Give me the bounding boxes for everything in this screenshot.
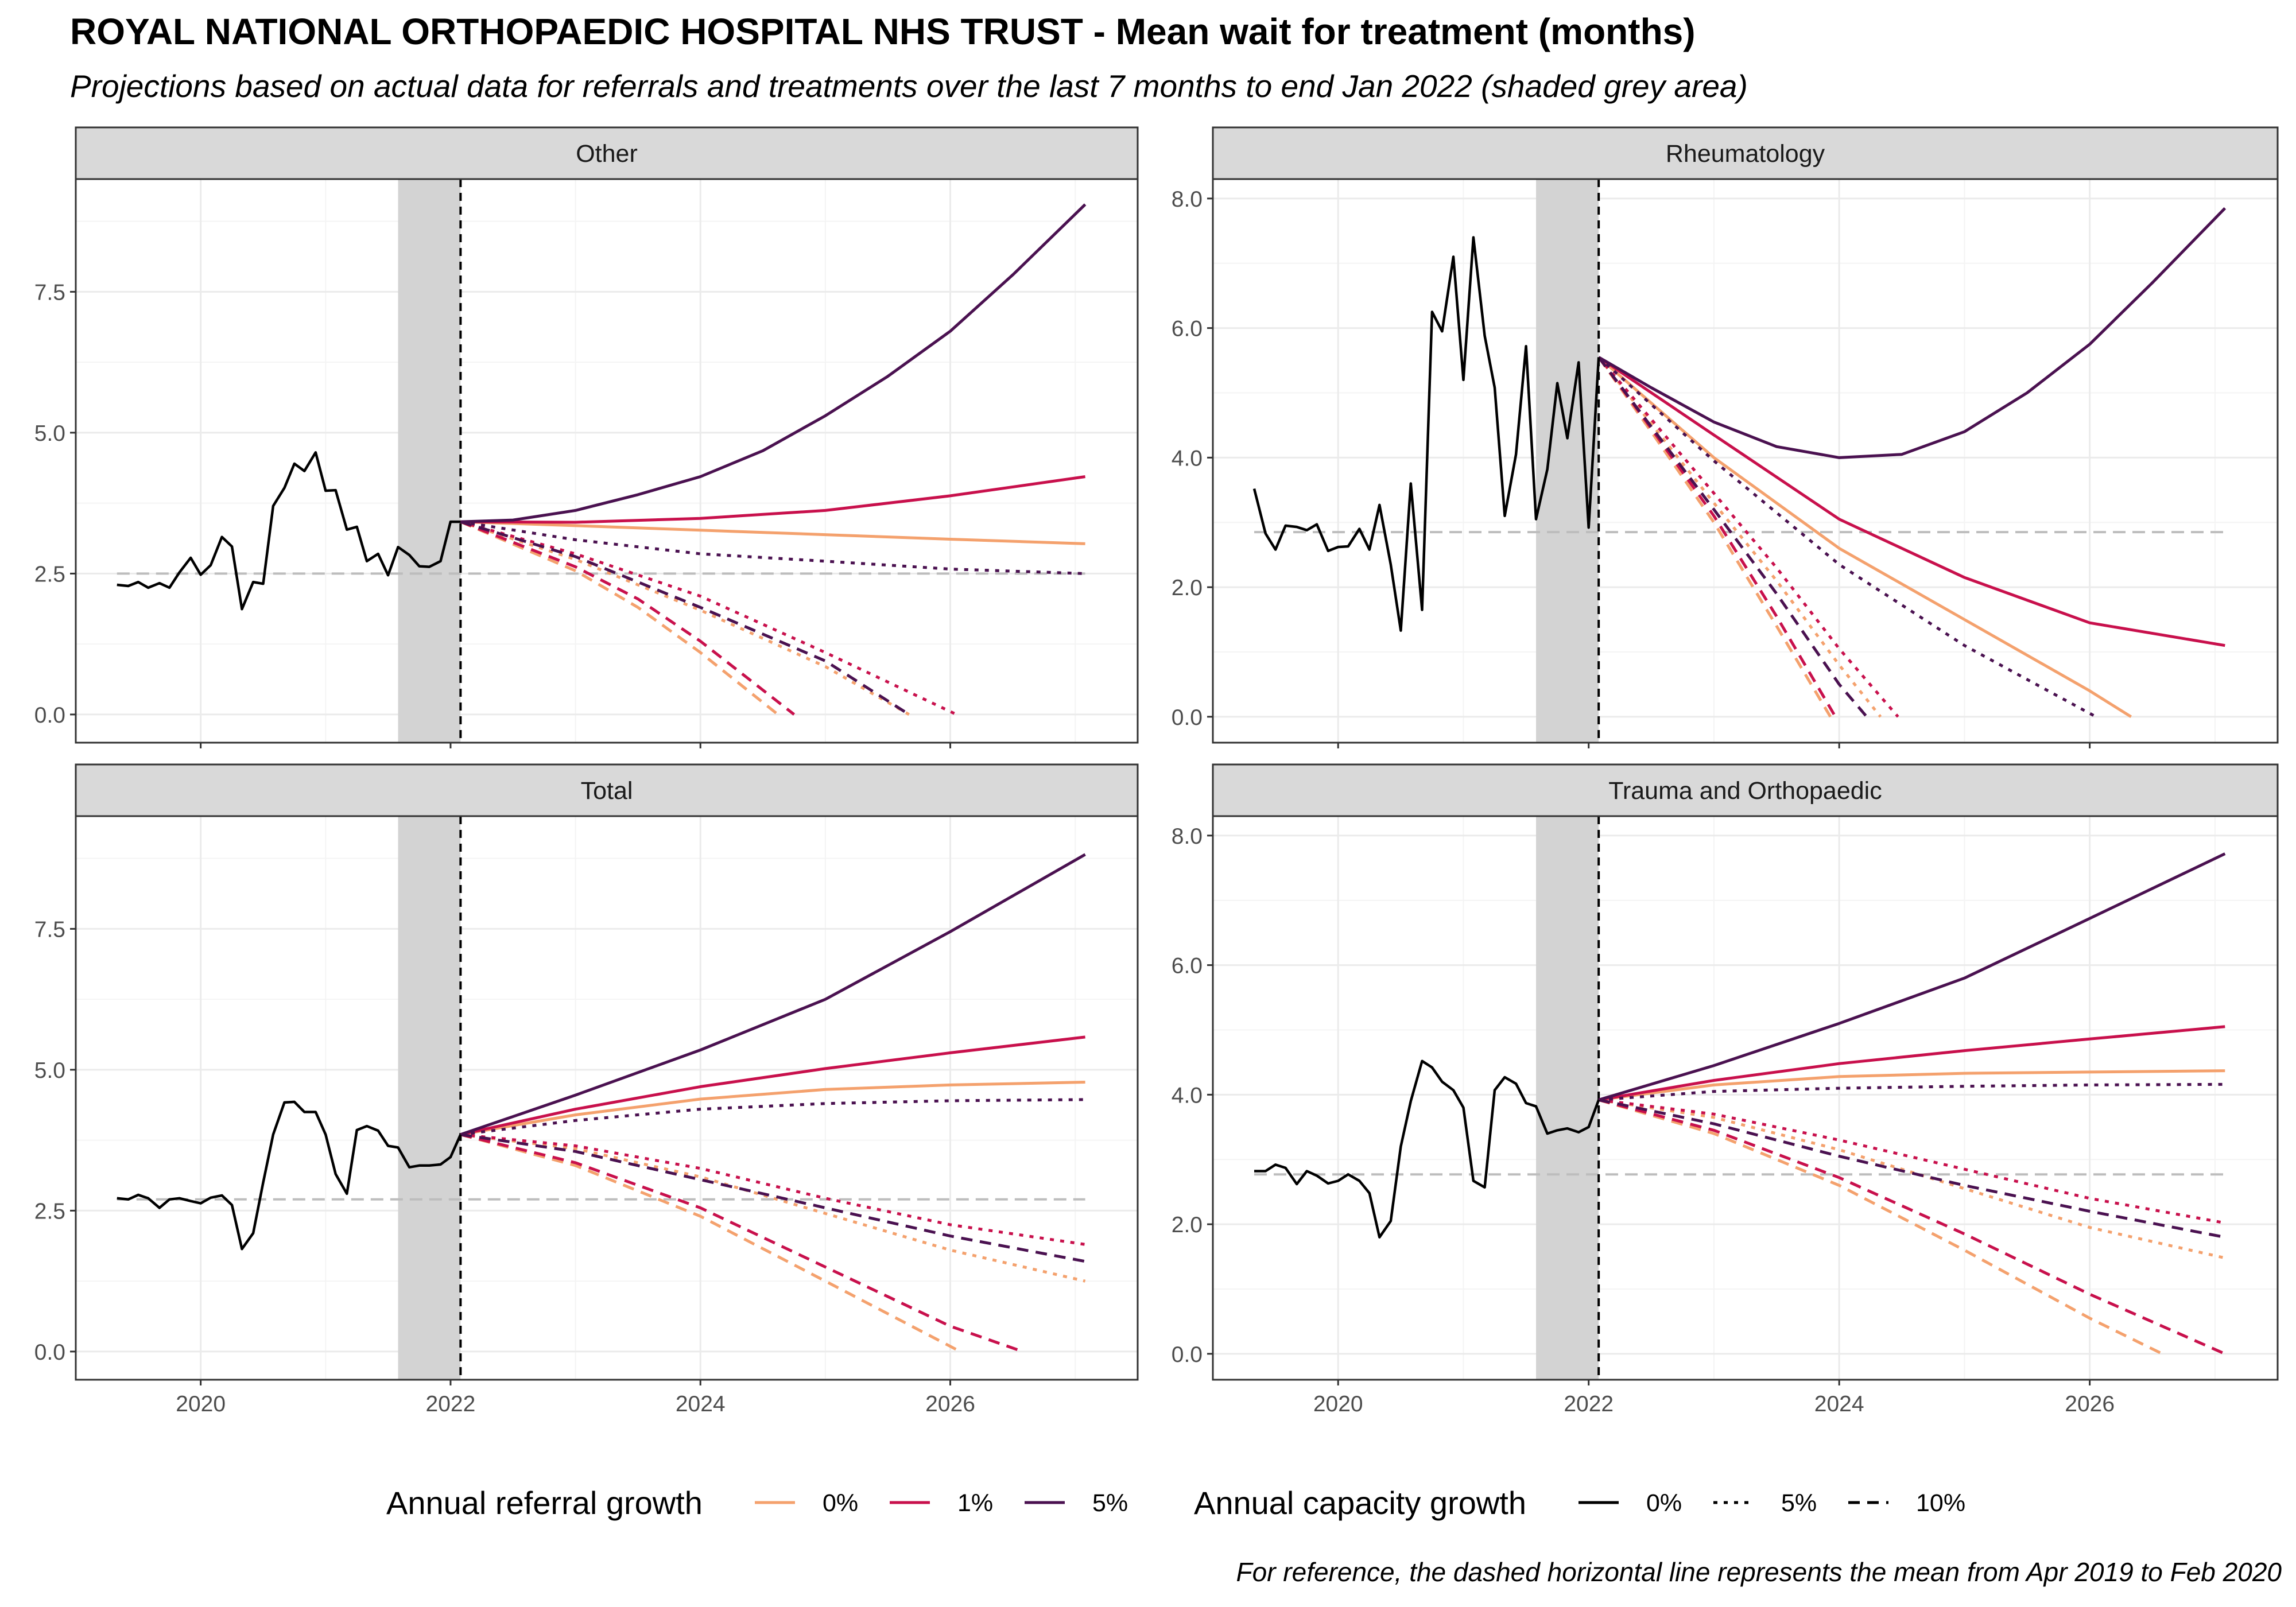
y-tick-label: 2.0 — [1172, 1213, 1203, 1237]
facet-strip — [75, 763, 1139, 817]
panel-border — [1212, 815, 2279, 1381]
y-tick-label: 2.0 — [1172, 576, 1203, 600]
shaded-period — [398, 816, 461, 1380]
y-tick-label: 8.0 — [1172, 824, 1203, 849]
y-tick-label: 4.0 — [1172, 446, 1203, 471]
y-tick-label: 0.0 — [1172, 705, 1203, 730]
projection-line-ref-1pct-cap-5pct — [460, 520, 957, 716]
facet-strip-label: Total — [581, 777, 633, 805]
actual-line — [117, 1100, 462, 1251]
panel-border — [1212, 178, 2279, 744]
projection-line-ref-0pct-cap-0pct — [460, 1081, 1085, 1136]
y-tick-label: 7.5 — [34, 280, 65, 305]
legend: Annual referral growth 0% 1% 5% Annual capac… — [386, 1485, 1965, 1521]
projection-line-ref-0pct-cap-10pct — [460, 1133, 961, 1353]
projection-line-ref-5pct-cap-10pct — [460, 520, 910, 716]
actual-line — [1254, 1059, 1600, 1239]
x-tick-label: 2026 — [925, 1392, 975, 1416]
y-tick-label: 5.0 — [34, 421, 65, 446]
y-tick-label: 5.0 — [34, 1058, 65, 1083]
panel-border — [75, 178, 1139, 744]
y-tick-label: 4.0 — [1172, 1083, 1203, 1108]
y-tick-label: 2.5 — [34, 1199, 65, 1224]
projection-line-ref-5pct-cap-10pct — [1597, 356, 1868, 718]
projection-line-ref-1pct-cap-10pct — [460, 1133, 1023, 1353]
shaded-period — [398, 179, 461, 743]
y-tick-label: 0.0 — [34, 703, 65, 728]
projection-line-ref-5pct-cap-5pct — [1597, 356, 2097, 719]
projection-line-ref-1pct-cap-0pct — [1597, 356, 2225, 647]
panel-background — [76, 816, 1138, 1380]
actual-line — [117, 451, 461, 611]
y-tick-label: 2.5 — [34, 562, 65, 587]
panel-rheumatology: Rheumatology 0.0 2.0 4.0 6.0 8.0 — [1172, 126, 2279, 748]
projection-line-ref-0pct-cap-5pct — [460, 520, 910, 716]
x-tick-label: 2022 — [1564, 1392, 1614, 1416]
y-tick-label: 6.0 — [1172, 317, 1203, 341]
facet-strip — [1212, 763, 2279, 817]
y-tick-label: 0.0 — [34, 1340, 65, 1365]
y-tick-label: 0.0 — [1172, 1342, 1203, 1367]
projection-line-ref-1pct-cap-0pct — [460, 475, 1085, 524]
panel-background — [76, 179, 1138, 743]
projection-line-ref-0pct-cap-0pct — [460, 520, 1085, 545]
y-tick-label: 6.0 — [1172, 954, 1203, 979]
panel-other: Other 0.0 2.5 5.0 7.5 — [34, 126, 1139, 748]
x-tick-label: 2020 — [176, 1392, 226, 1416]
projection-line-ref-5pct-cap-0pct — [460, 853, 1086, 1136]
projection-line-ref-0pct-cap-0pct — [1598, 1069, 2225, 1101]
facet-strip-label: Other — [576, 140, 638, 168]
projection-line-ref-5pct-cap-10pct — [1598, 1098, 2225, 1239]
y-tick-label: 7.5 — [34, 917, 65, 942]
panel-total: Total 0.0 2.5 5.0 7.5 2020 2022 2024 2026 — [34, 763, 1139, 1416]
legend-label-referral: 0% — [823, 1489, 858, 1517]
projection-line-ref-1pct-cap-10pct — [460, 520, 796, 716]
projection-line-ref-0pct-cap-0pct — [1597, 356, 2132, 719]
x-tick-label: 2026 — [2065, 1392, 2115, 1416]
projection-line-ref-0pct-cap-10pct — [1598, 1098, 2163, 1356]
legend-label-capacity: 5% — [1781, 1489, 1817, 1517]
panel-border — [75, 815, 1139, 1381]
projection-line-ref-5pct-cap-0pct — [460, 203, 1087, 523]
shaded-period — [1536, 816, 1599, 1380]
actual-line — [1252, 236, 1600, 632]
legend-label-capacity: 10% — [1916, 1489, 1965, 1517]
projection-line-ref-5pct-cap-0pct — [1598, 852, 2226, 1101]
projection-line-ref-5pct-cap-5pct — [460, 520, 1085, 575]
projection-line-ref-0pct-cap-10pct — [460, 520, 779, 716]
legend-title-referral: Annual referral growth — [386, 1485, 703, 1521]
projection-line-ref-1pct-cap-0pct — [1598, 1025, 2225, 1101]
x-tick-label: 2024 — [1814, 1392, 1864, 1416]
projection-line-ref-1pct-cap-5pct — [1598, 1098, 2225, 1225]
legend-label-referral: 1% — [957, 1489, 993, 1517]
x-tick-label: 2022 — [426, 1392, 476, 1416]
panel-background — [1213, 816, 2278, 1380]
projection-line-ref-5pct-cap-10pct — [460, 1133, 1086, 1263]
facet-strip-label: Trauma and Orthopaedic — [1608, 777, 1882, 805]
panel-trauma-and-orthopaedic: Trauma and Orthopaedic 0.0 2.0 4.0 6.0 8.0 202… — [1172, 763, 2279, 1416]
facet-strip-label: Rheumatology — [1666, 140, 1825, 168]
legend-label-capacity: 0% — [1646, 1489, 1682, 1517]
chart-title: ROYAL NATIONAL ORTHOPAEDIC HOSPITAL NHS … — [70, 11, 1696, 52]
projection-line-ref-5pct-cap-5pct — [1599, 1082, 2225, 1101]
projection-line-ref-5pct-cap-5pct — [460, 1098, 1085, 1136]
projection-line-ref-1pct-cap-5pct — [460, 1133, 1085, 1246]
projection-line-ref-1pct-cap-10pct — [1598, 1098, 2226, 1356]
chart-subtitle: Projections based on actual data for ref… — [70, 68, 1748, 104]
x-tick-label: 2020 — [1313, 1392, 1363, 1416]
panel-background — [1213, 179, 2278, 743]
projection-line-ref-1pct-cap-0pct — [460, 1035, 1085, 1136]
shaded-period — [1536, 179, 1599, 743]
chart-caption: For reference, the dashed horizontal lin… — [1236, 1557, 2282, 1587]
legend-title-capacity: Annual capacity growth — [1194, 1485, 1526, 1521]
projection-line-ref-5pct-cap-0pct — [1597, 207, 2227, 459]
legend-label-referral: 5% — [1092, 1489, 1128, 1517]
x-tick-label: 2024 — [676, 1392, 726, 1416]
projection-line-ref-0pct-cap-5pct — [1598, 1098, 2225, 1260]
y-tick-label: 8.0 — [1172, 187, 1203, 212]
projection-line-ref-0pct-cap-5pct — [460, 1133, 1086, 1283]
